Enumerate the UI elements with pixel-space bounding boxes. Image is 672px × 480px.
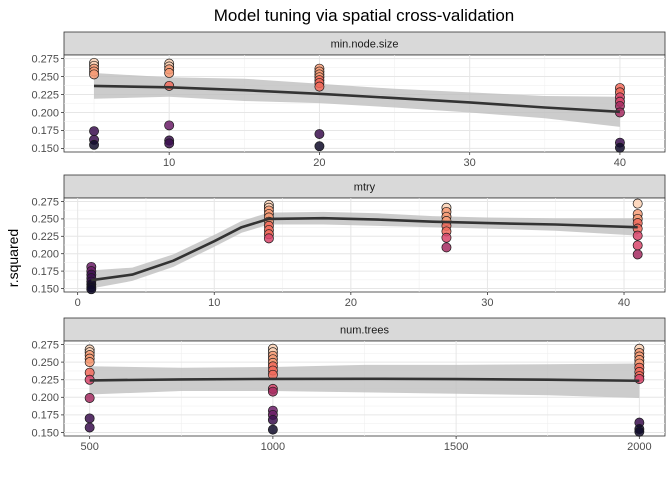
data-point: [634, 374, 645, 384]
y-tick-label: 0.250: [31, 214, 59, 226]
x-tick-label: 40: [614, 157, 626, 169]
y-tick-label: 0.175: [31, 266, 59, 278]
data-point: [314, 81, 325, 92]
y-tick-label: 0.275: [31, 196, 59, 208]
facet-strip-label-min-node-size: min.node.size: [331, 39, 399, 51]
facet-panel-num-trees: num.trees: [63, 317, 666, 437]
x-tick-label: 20: [313, 157, 325, 169]
x-tick-label: 10: [208, 297, 220, 309]
x-tick-label: 30: [464, 157, 476, 169]
data-point: [614, 142, 625, 153]
y-tick-label: 0.250: [31, 357, 59, 369]
data-point: [263, 233, 274, 244]
y-tick-label: 0.225: [31, 231, 59, 243]
y-tick-label: 0.175: [31, 410, 59, 422]
data-point: [84, 413, 95, 424]
data-point: [441, 232, 452, 243]
data-point: [164, 68, 175, 78]
y-tick-label: 0.175: [31, 125, 59, 137]
data-point: [632, 240, 643, 251]
facet-panel-min-node-size: min.node.size: [63, 31, 666, 153]
data-point: [267, 414, 278, 425]
x-tick-label: 1000: [261, 441, 285, 453]
y-tick-label: 0.250: [31, 71, 59, 83]
smooth-trend-line: [91, 216, 638, 282]
y-tick-label: 0.200: [31, 107, 59, 119]
data-point: [267, 386, 278, 397]
data-point: [84, 357, 95, 368]
data-point: [441, 242, 452, 253]
facet-strip-label-num-trees: num.trees: [340, 325, 389, 337]
data-point: [634, 426, 645, 437]
data-point: [267, 424, 278, 435]
y-tick-label: 0.225: [31, 375, 59, 387]
data-point: [89, 69, 100, 80]
smooth-trend-line: [89, 377, 640, 383]
x-tick-label: 40: [618, 297, 630, 309]
x-tick-label: 30: [481, 297, 493, 309]
x-tick-label: 2000: [627, 441, 651, 453]
x-tick-label: 0: [75, 297, 81, 309]
x-tick-label: 500: [80, 441, 98, 453]
x-tick-label: 20: [345, 297, 357, 309]
y-tick-label: 0.200: [31, 249, 59, 261]
data-point: [164, 138, 175, 149]
facet-marks-num-trees: [64, 341, 665, 437]
data-point: [89, 126, 100, 137]
y-axis-label: r.squared: [5, 229, 21, 287]
x-tick-label: 10: [163, 157, 175, 169]
y-tick-label: 0.225: [31, 89, 59, 101]
data-point: [632, 230, 643, 241]
data-point: [632, 198, 643, 209]
y-tick-label: 0.275: [31, 339, 59, 351]
facet-strip-label-mtry: mtry: [354, 182, 376, 194]
x-tick-label: 1500: [444, 441, 468, 453]
data-point: [86, 284, 97, 295]
facet-panel-mtry: mtry: [63, 174, 666, 295]
y-tick-label: 0.200: [31, 392, 59, 404]
data-point: [314, 141, 325, 152]
y-tick-label: 0.150: [31, 143, 59, 155]
smooth-trend-line: [93, 84, 620, 114]
confidence-ribbon: [94, 73, 620, 127]
data-point: [84, 393, 95, 403]
chart-title: Model tuning via spatial cross-validatio…: [214, 6, 515, 25]
facet-marks-min-node-size: [64, 55, 665, 153]
data-point: [164, 80, 175, 91]
confidence-ribbon: [89, 363, 640, 398]
y-tick-label: 0.150: [31, 283, 59, 295]
data-point: [164, 120, 175, 131]
confidence-ribbon: [91, 211, 638, 289]
data-point: [632, 249, 643, 260]
y-tick-label: 0.275: [31, 53, 59, 65]
data-point: [314, 129, 325, 139]
data-point: [84, 422, 95, 433]
data-point: [89, 139, 100, 150]
facet-marks-mtry: [64, 198, 665, 295]
y-tick-label: 0.150: [31, 427, 59, 439]
